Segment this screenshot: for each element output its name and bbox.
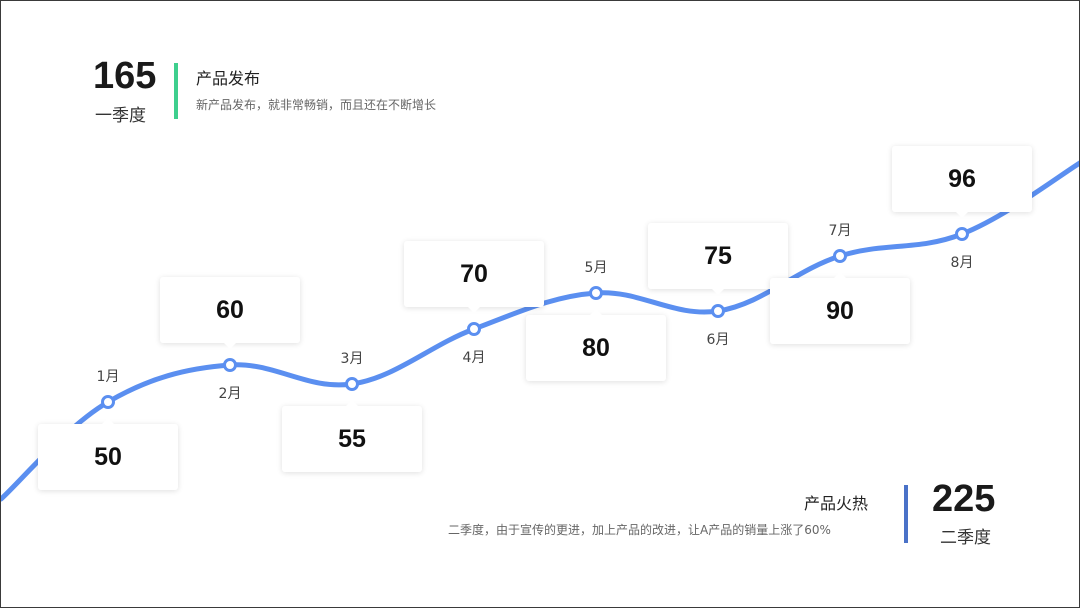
data-label-3: 55 — [282, 400, 422, 472]
data-label-5: 80 — [526, 309, 666, 381]
data-label-2: 60 — [160, 277, 300, 349]
month-label-4: 4月 — [462, 350, 486, 366]
month-label-5: 5月 — [584, 260, 608, 276]
data-label-7: 90 — [770, 272, 910, 344]
data-point-8 — [955, 227, 969, 241]
month-label-2: 2月 — [218, 386, 242, 402]
q1-accent-bar — [174, 63, 178, 119]
month-label-6: 6月 — [706, 332, 730, 348]
q1-label: 一季度 — [95, 106, 146, 126]
series-line — [1, 160, 1079, 502]
data-point-5 — [589, 286, 603, 300]
data-label-1: 50 — [38, 418, 178, 490]
month-label-8: 8月 — [950, 255, 974, 271]
data-point-6 — [711, 304, 725, 318]
q2-label: 二季度 — [940, 528, 991, 548]
data-point-3 — [345, 377, 359, 391]
month-label-7: 7月 — [828, 223, 852, 239]
month-label-1: 1月 — [96, 369, 120, 385]
q1-total: 165 — [93, 55, 157, 97]
data-label-8: 96 — [892, 146, 1032, 218]
q2-accent-bar — [904, 485, 908, 543]
data-label-4: 70 — [404, 241, 544, 313]
data-point-4 — [467, 322, 481, 336]
data-point-7 — [833, 249, 847, 263]
q1-title: 产品发布 — [196, 69, 261, 88]
q2-total: 225 — [932, 478, 996, 520]
q2-description: 二季度，由于宣传的更进，加上产品的改进，让A产品的销量上涨了60% — [448, 523, 831, 537]
data-point-1 — [101, 395, 115, 409]
data-point-2 — [223, 358, 237, 372]
data-label-6: 75 — [648, 223, 788, 295]
q2-title: 产品火热 — [804, 494, 869, 513]
q1-description: 新产品发布，就非常畅销，而且还在不断增长 — [196, 98, 437, 112]
month-label-3: 3月 — [340, 351, 364, 367]
